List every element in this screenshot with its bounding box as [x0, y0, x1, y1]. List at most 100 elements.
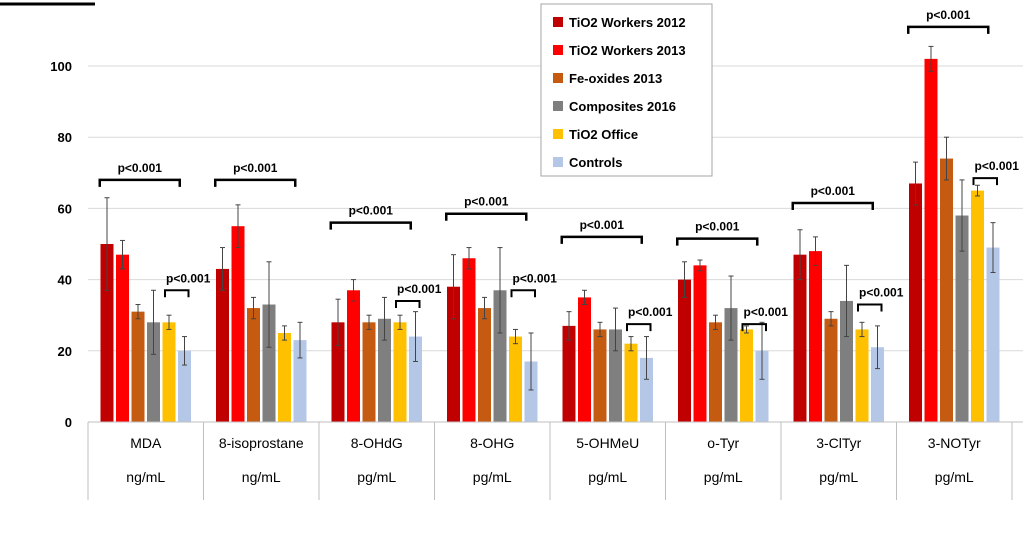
y-tick-label: 100 — [50, 59, 72, 74]
significance-bracket — [164, 289, 190, 298]
bar — [378, 318, 391, 422]
bar — [562, 325, 576, 422]
bar — [231, 226, 245, 422]
bar — [278, 333, 291, 422]
bar — [262, 304, 276, 422]
legend-swatch — [553, 129, 563, 139]
bar — [578, 297, 591, 422]
bar — [509, 336, 522, 422]
p-value-label: p<0.001 — [513, 271, 558, 285]
bar — [178, 350, 191, 422]
bar — [347, 290, 360, 422]
category-label: 3-NOTyr — [928, 435, 981, 451]
legend-label: Controls — [569, 155, 622, 170]
significance-bracket — [741, 323, 767, 332]
y-axis-ticks: 0 20 40 60 80 100 — [50, 59, 72, 430]
bar — [840, 300, 853, 422]
bar — [362, 322, 376, 422]
bars — [100, 58, 1000, 422]
p-value-label: p<0.001 — [975, 159, 1020, 173]
bar — [793, 254, 807, 422]
p-value-label: p<0.001 — [628, 305, 673, 319]
bar — [162, 322, 176, 422]
bar — [955, 215, 969, 422]
legend-label: TiO2 Office — [569, 127, 638, 142]
legend-label: Fe-oxides 2013 — [569, 71, 662, 86]
bar — [855, 329, 869, 422]
bar — [971, 190, 984, 422]
y-tick-label: 60 — [58, 201, 72, 216]
category-label: 8-isoprostane — [219, 435, 304, 451]
y-tick-label: 20 — [58, 344, 72, 359]
y-tick-label: 0 — [65, 415, 72, 430]
category-label: 8-OHdG — [351, 435, 403, 451]
p-value-label: p<0.001 — [859, 286, 904, 300]
significance-bracket — [907, 25, 990, 34]
significance-bracket — [626, 323, 652, 332]
bar — [724, 308, 738, 422]
bar — [924, 58, 938, 422]
bar — [609, 329, 622, 422]
category-label: 5-OHMeU — [576, 435, 639, 451]
legend-label: TiO2 Workers 2013 — [569, 43, 686, 58]
unit-label: pg/mL — [588, 469, 627, 485]
bar — [709, 322, 722, 422]
p-value-label: p<0.001 — [118, 161, 163, 175]
error-bars — [104, 45, 996, 391]
unit-label: ng/mL — [242, 469, 281, 485]
bar — [755, 350, 769, 422]
bar — [116, 254, 129, 422]
p-value-label: p<0.001 — [811, 184, 856, 198]
p-value-label: p<0.001 — [580, 218, 625, 232]
legend-swatch — [553, 101, 563, 111]
p-value-label: p<0.001 — [464, 195, 509, 209]
unit-label: pg/mL — [357, 469, 396, 485]
bar — [447, 286, 460, 422]
legend: TiO2 Workers 2012 TiO2 Workers 2013 Fe-oxi… — [540, 3, 713, 177]
category-table: MDA ng/mL 8-isoprostane ng/mL 8-OHdG pg/mL 8-O… — [87, 421, 1023, 500]
bar — [331, 322, 345, 422]
bar — [871, 347, 884, 422]
bar — [409, 336, 422, 422]
p-value-label: p<0.001 — [695, 220, 740, 234]
significance-bracket — [791, 201, 874, 211]
bar — [678, 279, 691, 422]
legend-label: Composites 2016 — [569, 99, 676, 114]
legend-label: TiO2 Workers 2012 — [569, 15, 686, 30]
legend-swatch — [553, 73, 563, 83]
bar — [247, 308, 260, 422]
unit-label: ng/mL — [126, 469, 165, 485]
legend-swatch — [553, 157, 563, 167]
category-label: 8-OHG — [470, 435, 514, 451]
bar — [216, 268, 229, 422]
bar — [809, 251, 822, 422]
legend-swatch — [553, 45, 563, 55]
bar — [824, 318, 838, 422]
bar — [640, 357, 653, 422]
bar — [147, 322, 160, 422]
category-label: MDA — [130, 435, 162, 451]
significance-bracket — [510, 289, 536, 298]
p-value-label: p<0.001 — [926, 8, 971, 22]
unit-label: pg/mL — [819, 469, 858, 485]
p-value-label: p<0.001 — [349, 204, 394, 218]
bar — [940, 158, 953, 422]
p-value-label: p<0.001 — [166, 271, 211, 285]
unit-label: pg/mL — [704, 469, 743, 485]
significance-bracket — [395, 299, 421, 308]
bar — [293, 340, 307, 422]
bar — [493, 290, 507, 422]
significance-bracket — [560, 235, 643, 244]
significance-annotations: p<0.001 p<0.001 p<0.001 p<0.001 p<0.001 p<0.0… — [98, 8, 1020, 332]
bar — [462, 258, 476, 422]
significance-bracket — [98, 178, 181, 187]
p-value-label: p<0.001 — [744, 305, 789, 319]
legend-swatch — [553, 17, 563, 27]
bar — [909, 183, 922, 422]
bar — [693, 265, 707, 422]
significance-bracket — [214, 178, 297, 187]
legend-box — [540, 3, 713, 177]
bar — [131, 311, 145, 422]
significance-bracket — [329, 221, 412, 230]
